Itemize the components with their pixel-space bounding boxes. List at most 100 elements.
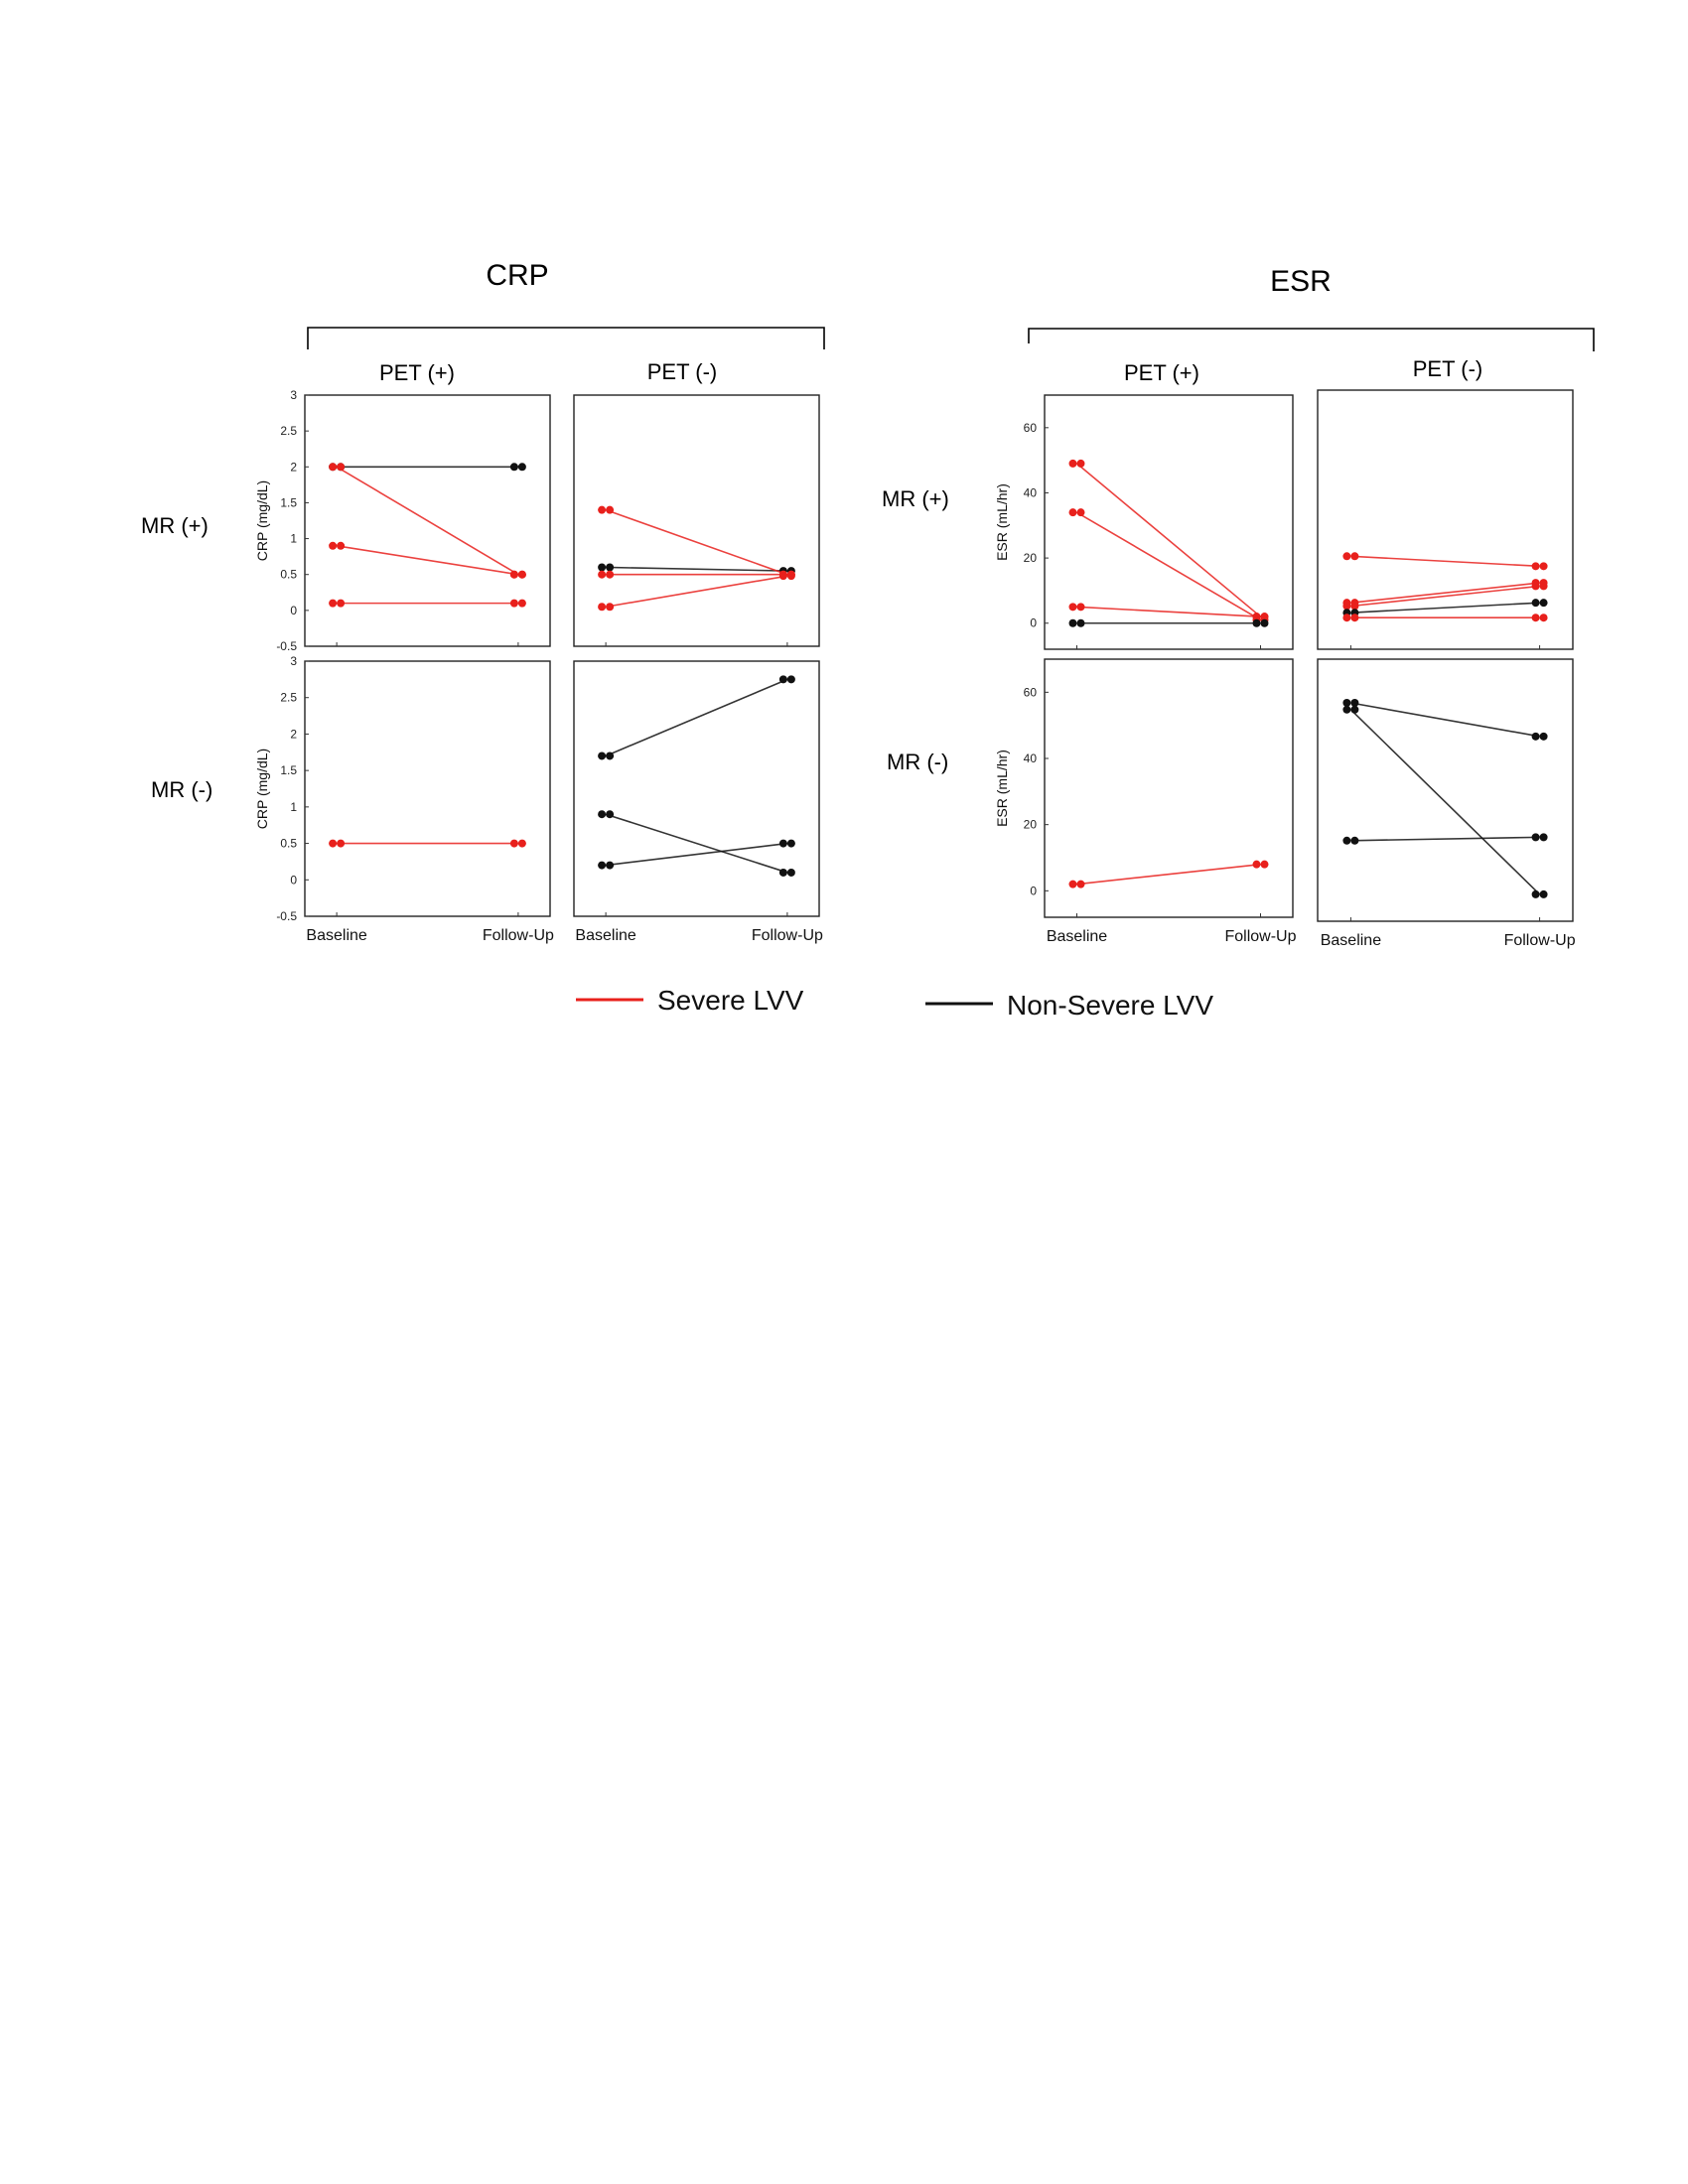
y-tick-label: 0 bbox=[1030, 884, 1037, 897]
x-category-label: Baseline bbox=[575, 927, 635, 944]
series-line bbox=[336, 545, 519, 576]
data-point bbox=[509, 839, 518, 848]
crp-row-label-mr-neg: MR (-) bbox=[151, 777, 212, 802]
data-point bbox=[1076, 603, 1085, 612]
esr-mrneg-petpos-panel: 0 20 40 60 ESR (mL/hr) Baseline Follow-Up bbox=[994, 658, 1297, 945]
esr-col-header-pet-pos: PET (+) bbox=[1124, 360, 1199, 385]
data-point bbox=[1076, 459, 1085, 468]
data-point bbox=[1342, 614, 1351, 622]
y-tick-label: 20 bbox=[1024, 818, 1038, 832]
series-line bbox=[1350, 555, 1540, 568]
data-point bbox=[329, 599, 338, 608]
data-point bbox=[598, 563, 607, 572]
data-point bbox=[517, 599, 526, 608]
series-line bbox=[1350, 702, 1540, 738]
x-category-label: Follow-Up bbox=[752, 927, 823, 944]
data-point bbox=[1531, 889, 1540, 898]
y-tick-label: 0 bbox=[290, 873, 297, 887]
data-point bbox=[1350, 602, 1359, 611]
data-point bbox=[1539, 582, 1548, 591]
y-tick-label: 1.5 bbox=[280, 495, 297, 509]
data-point bbox=[1539, 599, 1548, 608]
data-point bbox=[778, 675, 787, 684]
crp-mrneg-petneg-panel: Baseline Follow-Up bbox=[573, 660, 823, 944]
data-point bbox=[786, 572, 795, 581]
crp-row-label-mr-pos: MR (+) bbox=[141, 513, 209, 538]
x-category-label: Baseline bbox=[1321, 932, 1381, 949]
x-category-label: Baseline bbox=[306, 927, 366, 944]
legend-nonsevere-label: Non-Severe LVV bbox=[1007, 990, 1213, 1021]
data-point bbox=[1252, 618, 1261, 627]
data-point bbox=[1076, 508, 1085, 517]
y-axis-label: CRP (mg/dL) bbox=[254, 749, 270, 829]
data-point bbox=[1350, 552, 1359, 561]
plot-frame bbox=[1044, 658, 1294, 918]
series-line bbox=[1349, 709, 1541, 895]
data-point bbox=[1342, 552, 1351, 561]
data-point bbox=[1531, 833, 1540, 842]
plot-frame bbox=[1317, 658, 1574, 922]
data-point bbox=[1260, 860, 1269, 869]
data-point bbox=[1531, 599, 1540, 608]
esr-group-title: ESR bbox=[1270, 265, 1332, 298]
data-point bbox=[778, 839, 787, 848]
data-point bbox=[1539, 614, 1548, 622]
data-point bbox=[1342, 602, 1351, 611]
plot-frame bbox=[573, 394, 820, 647]
data-point bbox=[1531, 614, 1540, 622]
plot-frame bbox=[1317, 389, 1574, 650]
data-point bbox=[606, 563, 615, 572]
y-tick-label: 0 bbox=[1030, 616, 1037, 630]
data-point bbox=[1252, 613, 1261, 621]
y-axis-label: CRP (mg/dL) bbox=[254, 480, 270, 561]
plot-frame bbox=[573, 660, 820, 917]
y-tick-label: 2.5 bbox=[280, 691, 297, 705]
data-point bbox=[1076, 618, 1085, 627]
esr-mrneg-petneg-panel: Baseline Follow-Up bbox=[1317, 658, 1576, 949]
data-point bbox=[606, 861, 615, 870]
series-line bbox=[605, 575, 788, 609]
data-point bbox=[606, 505, 615, 514]
data-point bbox=[337, 839, 346, 848]
data-point bbox=[1068, 459, 1077, 468]
y-tick-label: 3 bbox=[290, 388, 297, 402]
esr-group-bracket bbox=[1028, 328, 1595, 351]
esr-row-label-mr-neg: MR (-) bbox=[887, 750, 948, 774]
series-line bbox=[605, 508, 788, 576]
series-line bbox=[1076, 863, 1261, 886]
y-tick-label: 1.5 bbox=[280, 763, 297, 777]
y-tick-label: -0.5 bbox=[276, 639, 297, 653]
data-point bbox=[786, 675, 795, 684]
data-point bbox=[1531, 582, 1540, 591]
data-point bbox=[1068, 880, 1077, 888]
data-point bbox=[1350, 614, 1359, 622]
crp-mrpos-petpos-panel: -0.5 0 0.5 1 1.5 2 2.5 3 CRP (mg/dL) bbox=[254, 388, 551, 653]
x-category-label: Follow-Up bbox=[1224, 928, 1296, 945]
data-point bbox=[1350, 836, 1359, 845]
data-point bbox=[606, 603, 615, 612]
data-point bbox=[1076, 880, 1085, 888]
data-point bbox=[509, 570, 518, 579]
data-point bbox=[598, 603, 607, 612]
series-line bbox=[606, 566, 787, 572]
data-point bbox=[1068, 618, 1077, 627]
plot-frame bbox=[304, 660, 551, 917]
data-point bbox=[1531, 562, 1540, 571]
y-tick-label: 1 bbox=[290, 800, 297, 814]
data-point bbox=[1539, 562, 1548, 571]
data-point bbox=[1342, 705, 1351, 714]
crp-mrpos-petneg-panel bbox=[573, 394, 820, 647]
y-tick-label: 2.5 bbox=[280, 424, 297, 438]
data-point bbox=[1531, 732, 1540, 741]
esr-mrpos-petneg-panel bbox=[1317, 389, 1574, 650]
y-tick-label: 60 bbox=[1024, 421, 1038, 435]
series-line bbox=[605, 813, 788, 874]
y-tick-label: 60 bbox=[1024, 685, 1038, 699]
data-point bbox=[1260, 613, 1269, 621]
series-line bbox=[1350, 602, 1540, 614]
data-point bbox=[1068, 603, 1077, 612]
data-point bbox=[1342, 836, 1351, 845]
data-point bbox=[509, 599, 518, 608]
data-point bbox=[1260, 618, 1269, 627]
